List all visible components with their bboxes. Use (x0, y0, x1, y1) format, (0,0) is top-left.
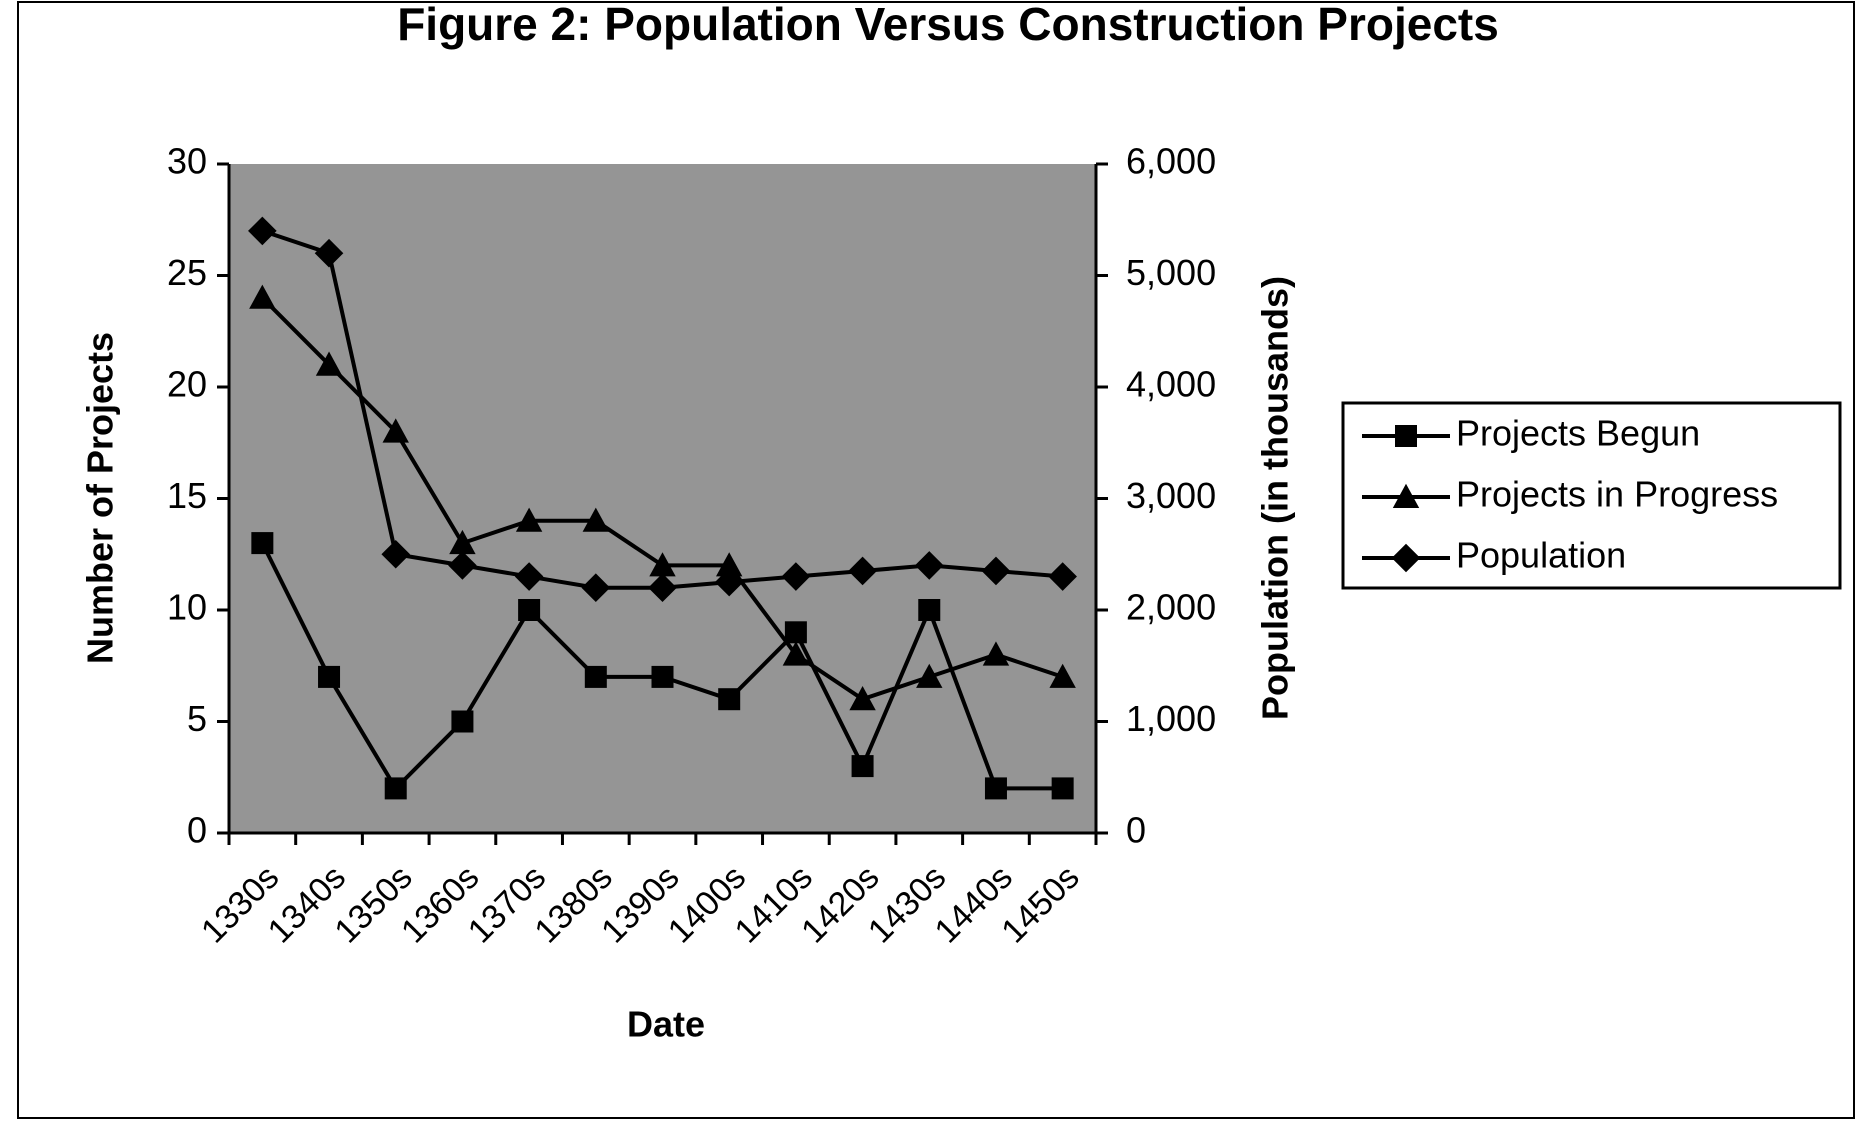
y-axis-label: Number of Projects (80, 332, 121, 664)
data-point (1049, 663, 1076, 688)
data-point (251, 532, 274, 555)
data-point (982, 641, 1010, 666)
y2-tick-label: 0 (1126, 810, 1146, 851)
data-point (381, 539, 411, 569)
data-point (782, 641, 810, 666)
data-point (382, 418, 409, 443)
data-point (718, 688, 741, 711)
data-point (518, 599, 541, 621)
data-point (249, 284, 276, 309)
data-point (582, 507, 610, 532)
data-point (916, 663, 943, 688)
data-point (1048, 562, 1077, 591)
y2-tick-label: 1,000 (1126, 698, 1216, 739)
plot-area (229, 164, 1096, 833)
legend-label: Projects in Progress (1456, 474, 1778, 515)
data-point (648, 573, 677, 602)
data-point (314, 238, 344, 268)
data-point (248, 216, 277, 246)
data-point (451, 710, 474, 733)
x-tick-label: 1450s (994, 858, 1086, 950)
legend-marker (1392, 483, 1420, 508)
data-point (581, 573, 611, 602)
data-point (514, 562, 544, 591)
data-point (714, 567, 744, 597)
data-point (384, 777, 407, 800)
y2-axis-label: Population (in thousands) (1255, 276, 1296, 720)
y-tick-label: 5 (187, 698, 207, 739)
data-point (449, 529, 476, 555)
data-point (448, 551, 477, 580)
y2-tick-label: 6,000 (1126, 141, 1216, 182)
y-tick-label: 15 (167, 475, 207, 516)
data-point (849, 686, 876, 711)
data-point (584, 665, 607, 688)
y-tick-label: 20 (167, 364, 207, 405)
frame (17, 1, 1855, 1119)
legend-marker (1391, 543, 1421, 573)
y2-tick-label: 3,000 (1126, 475, 1216, 516)
data-point (318, 665, 341, 688)
data-point (918, 599, 941, 621)
data-point (515, 507, 543, 532)
y-tick-label: 30 (167, 141, 207, 182)
y2-tick-label: 2,000 (1126, 587, 1216, 628)
data-point (848, 556, 877, 586)
y2-tick-label: 5,000 (1126, 252, 1216, 293)
y2-tick-label: 4,000 (1126, 364, 1216, 405)
data-point (781, 562, 811, 591)
data-point (651, 665, 674, 688)
chart-title: Figure 2: Population Versus Construction… (397, 0, 1499, 50)
data-point (1051, 777, 1074, 800)
data-point (851, 755, 874, 778)
legend-label: Population (1456, 535, 1626, 576)
data-point (981, 556, 1011, 586)
y-tick-label: 10 (167, 587, 207, 628)
data-point (649, 552, 676, 577)
y-tick-label: 25 (167, 252, 207, 293)
legend-marker (1395, 425, 1417, 447)
legend-label: Projects Begun (1456, 413, 1700, 454)
data-point (715, 552, 743, 577)
data-point (784, 621, 807, 644)
data-point (914, 551, 944, 580)
x-axis-label: Date (627, 1004, 705, 1045)
data-point (984, 777, 1007, 800)
data-point (315, 351, 343, 376)
y-tick-label: 0 (187, 810, 207, 851)
